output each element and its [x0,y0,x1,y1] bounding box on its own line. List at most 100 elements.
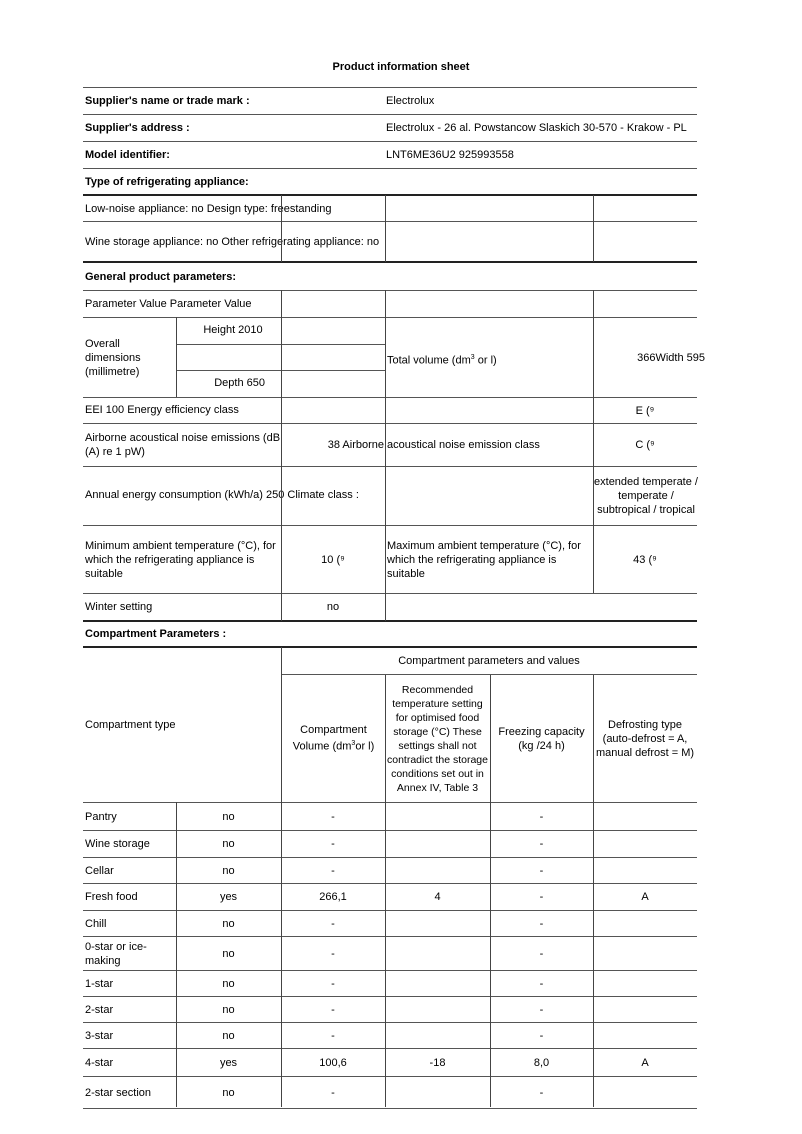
compartment-volume: - [331,1029,335,1042]
supplier-address-label: Supplier's address : [85,122,190,134]
compartment-present: no [222,917,235,930]
model-identifier-label: Model identifier: [85,149,170,161]
compartment-temp [385,1077,490,1108]
compartment-name: 1-star [85,977,114,990]
compartment-defrost [593,803,697,830]
energy-class: E (⁹ [635,404,655,417]
compartment-temp [385,911,490,936]
compartment-present: no [222,1029,235,1042]
compartment-temp [385,1023,490,1048]
compartment-volume: - [331,810,335,823]
height-value: Height 2010 [176,323,281,337]
volume-header-unit: or l) [355,740,375,753]
compartment-freeze: 8,0 [533,1056,550,1069]
compartment-volume: - [331,947,335,960]
compartment-volume: 266,1 [319,891,347,903]
compartment-name: 2-star section [85,1086,152,1099]
row-divider [83,996,697,997]
compartment-present: no [222,838,235,850]
compartment-temp [385,997,490,1022]
max-temp-value: 43 (⁹ [633,553,657,566]
compartment-present: no [222,947,235,960]
compartment-freeze: - [539,917,544,930]
volume-header: Compartment Volume (dm3or l) [282,675,385,802]
compartment-present: no [222,1086,235,1099]
compartment-name: Wine storage [85,838,150,850]
height-text: Height 2010 [203,324,263,336]
compartment-present: no [222,977,235,990]
compartment-freeze: - [539,838,544,850]
compartment-name: Pantry [85,810,117,823]
total-volume-label: Total volume (dm3 or l) [387,351,497,368]
compartment-name: 0-star or ice-making [85,940,147,967]
row-divider [83,910,697,911]
compartment-defrost [593,937,697,970]
eei-label: EEI 100 Energy efficiency class [85,404,239,416]
freeze-header: Freezing capacity (kg /24 h) [498,725,585,752]
compartment-volume: - [331,864,335,877]
overall-dimensions-label: Overall dimensions (millimetre) [85,337,141,378]
general-section-title: General product parameters: [85,271,236,283]
compartment-temp: 4 [434,891,441,903]
compartment-freeze: - [539,1003,544,1016]
supplier-name: Electrolux [386,95,435,107]
compartment-name: Fresh food [85,891,138,903]
type-row-2: Wine storage appliance: no Other refrige… [85,236,380,248]
compartment-freeze: - [539,1029,544,1042]
noise-label: Airborne acoustical noise emissions (dB … [85,432,281,458]
compartment-volume: - [331,977,335,990]
row-divider [83,1022,697,1023]
compartment-temp [385,971,490,996]
depth-value: Depth 650 [214,377,265,389]
compartment-temp [385,831,490,857]
model-identifier: LNT6ME36U2 925993558 [386,149,514,161]
compartment-present: no [222,1003,235,1016]
compartment-defrost [593,971,697,996]
winter-setting-value: no [326,601,340,613]
compartment-defrost: A [641,891,649,903]
compartment-name: Chill [85,917,107,930]
noise-class-label: acoustical noise emission class [387,439,540,451]
compartment-type-header: Compartment type [85,718,176,731]
compartment-name: 4-star [85,1056,114,1069]
volume-header-label: Compartment Volume (dm [292,724,367,753]
winter-setting-label: Winter setting [85,601,153,613]
compartment-present: no [222,810,235,823]
compartment-name: Cellar [85,864,114,877]
general-header: Parameter Value Parameter Value [85,298,252,310]
page-title: Product information sheet [332,61,470,73]
compartment-temp: -18 [429,1056,446,1069]
compartment-freeze: - [539,947,544,960]
compartment-name: 2-star [85,1003,114,1016]
compartment-temp [385,803,490,830]
temp-header: Recommended temperature setting for opti… [387,683,488,794]
compartment-present: yes [219,891,238,903]
volume-header-text: Compartment Volume (dm3or l) [282,723,385,754]
type-section-title: Type of refrigerating appliance: [85,176,249,188]
compartment-temp [385,937,490,970]
row-divider [83,857,697,858]
max-temp-label: Maximum ambient temperature (°C), for wh… [387,539,581,580]
row-divider [83,1108,697,1109]
compartment-defrost [593,1077,697,1108]
annual-energy-label: Annual energy consumption (kWh/a) 250 Cl… [85,489,359,501]
compartment-name: 3-star [85,1029,114,1042]
min-temp-label: Minimum ambient temperature (°C), for wh… [85,539,276,580]
compartment-defrost [593,831,697,857]
compartment-volume: - [331,917,335,930]
noise-class: C (⁹ [635,439,655,451]
row-divider [83,883,697,884]
compartment-section-title: Compartment Parameters : [85,628,227,640]
compartment-defrost [593,911,697,936]
supplier-name-label: Supplier's name or trade mark : [85,95,250,107]
row-divider [83,1076,697,1077]
compartment-volume: 100,6 [319,1056,347,1069]
compartment-volume: - [331,1003,335,1016]
row-divider [83,970,697,971]
compartment-defrost: A [641,1056,649,1069]
total-volume-unit: or l) [474,354,497,367]
row-divider [83,830,697,831]
total-volume-value: 366Width 595 [637,352,705,364]
compartment-defrost [593,997,697,1022]
